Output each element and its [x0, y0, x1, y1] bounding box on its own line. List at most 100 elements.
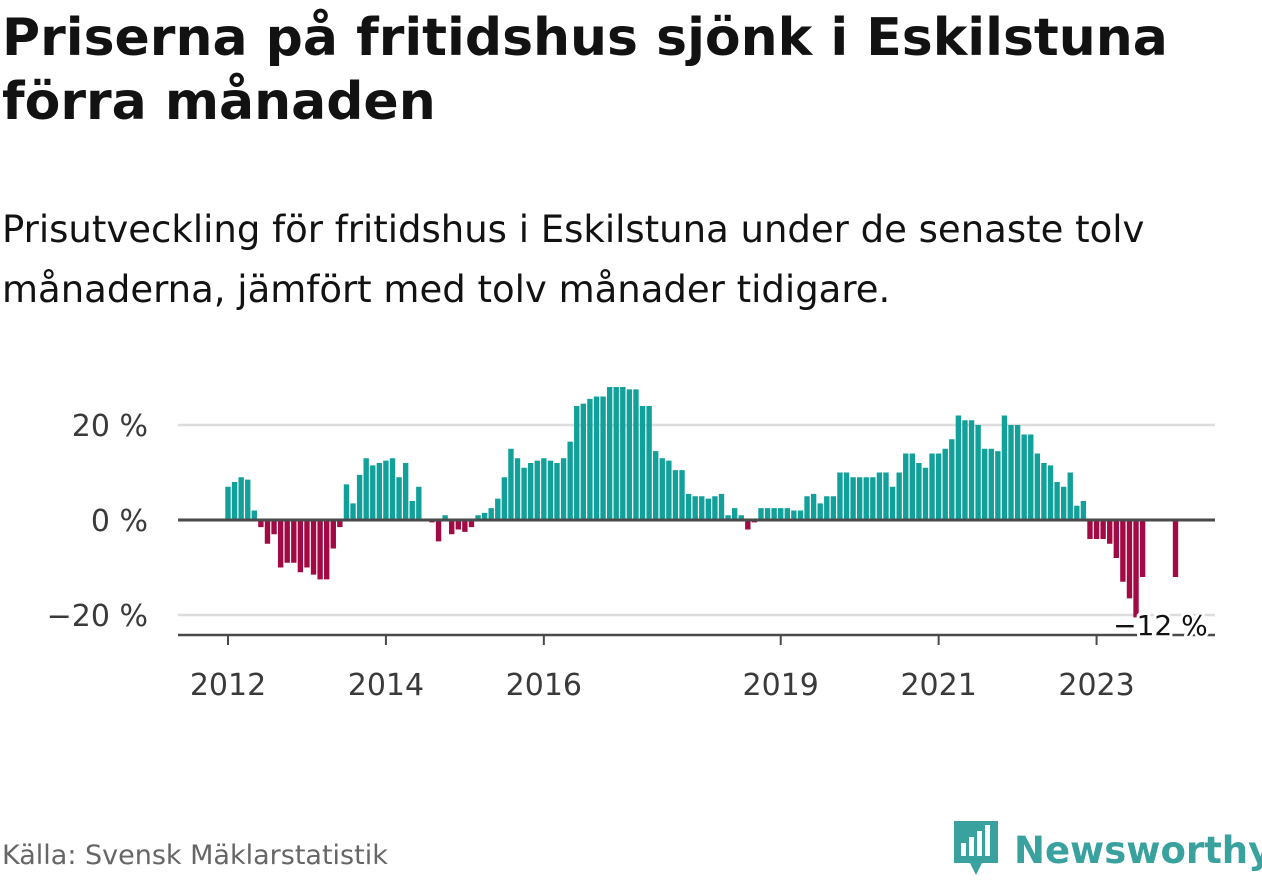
bar: [560, 458, 567, 520]
bar: [468, 520, 475, 528]
bar: [962, 420, 968, 520]
bar: [988, 448, 994, 520]
bar: [778, 508, 784, 521]
bar: [1021, 434, 1027, 520]
bar: [659, 458, 665, 520]
bar: [712, 496, 718, 520]
x-tick-label: 2014: [348, 668, 424, 703]
bar: [810, 493, 817, 521]
bar: [935, 453, 942, 520]
bar: [475, 515, 481, 520]
annotation-halo: −12 %: [1113, 609, 1208, 642]
bar: [593, 396, 600, 520]
bar: [666, 460, 672, 521]
bar: [620, 387, 626, 520]
bar: [330, 520, 336, 549]
bar: [804, 496, 810, 520]
bar: [245, 479, 251, 521]
newsworthy-brand[interactable]: Newsworthy: [952, 820, 1262, 880]
bar: [870, 477, 876, 520]
bar: [501, 477, 508, 520]
bar: [1060, 486, 1067, 520]
bar: [975, 425, 981, 520]
bar: [955, 415, 962, 520]
bar: [567, 441, 573, 521]
chart-subtitle: Prisutveckling för fritidshus i Eskilstu…: [2, 208, 1145, 311]
bar: [541, 458, 547, 520]
bar: [758, 508, 764, 521]
bar: [1087, 520, 1093, 539]
x-tick-label: 2016: [506, 668, 582, 703]
bar: [731, 508, 738, 521]
bar: [633, 389, 639, 521]
bar: [514, 458, 521, 520]
bar: [699, 496, 705, 520]
bar: [909, 453, 916, 520]
bar: [1113, 520, 1119, 558]
bar: [547, 460, 554, 521]
bar: [1047, 465, 1054, 521]
bar: [416, 486, 422, 520]
annotation-label: −12 %: [1113, 609, 1208, 642]
bar: [1139, 520, 1146, 577]
bar: [574, 406, 580, 520]
bar: [521, 467, 527, 520]
bar: [402, 463, 409, 520]
bar: [692, 496, 698, 520]
bar: [896, 472, 902, 520]
bar: [738, 515, 744, 520]
bar-chart: 20 % 0 % −20 % 2012 2014 2016 2019 2021 2023 −12…: [47, 387, 1215, 703]
bar: [883, 472, 889, 520]
bar: [225, 486, 231, 520]
bar: [1172, 520, 1179, 577]
bar: [1133, 520, 1139, 618]
bar: [462, 520, 468, 532]
bar: [587, 398, 593, 521]
bar: [1107, 520, 1113, 544]
bar: [580, 403, 587, 521]
annotation: −12 %−12 %: [1110, 606, 1211, 645]
bar: [830, 496, 837, 520]
bar: [1008, 425, 1014, 520]
bar: [606, 387, 613, 520]
bar: [843, 472, 850, 520]
bar: [455, 520, 461, 530]
bar: [1100, 520, 1106, 539]
newsworthy-brand-name: Newsworthy: [1014, 828, 1262, 872]
bar: [527, 463, 534, 520]
bar: [613, 387, 619, 520]
bar: [903, 453, 909, 520]
bar: [488, 508, 494, 521]
x-tick-label: 2021: [900, 668, 976, 703]
bar: [1126, 520, 1133, 599]
bar: [442, 515, 448, 520]
bar: [508, 448, 514, 520]
bar: [343, 484, 350, 521]
bar: [376, 463, 383, 520]
x-tick-label: 2019: [743, 668, 819, 703]
bar: [856, 477, 863, 520]
bar: [495, 498, 501, 521]
bar: [639, 406, 646, 520]
bar: [837, 472, 843, 520]
bar: [297, 520, 304, 573]
bar: [264, 520, 271, 544]
grid-lines: [178, 423, 1215, 617]
bar: [284, 520, 290, 563]
bar: [646, 406, 652, 520]
tick-labels: 20 % 0 % −20 % 2012 2014 2016 2019 2021 2023: [47, 409, 1135, 703]
bar: [889, 486, 896, 520]
bar: [1074, 505, 1080, 520]
bar: [850, 477, 856, 520]
bar: [922, 467, 929, 520]
bar: [929, 453, 935, 520]
bar: [725, 515, 731, 520]
y-tick-label: 0 %: [91, 504, 148, 539]
axes: [178, 518, 1215, 645]
bar: [449, 520, 455, 535]
bar: [350, 503, 356, 521]
bar: [824, 496, 830, 520]
bar: [916, 463, 922, 520]
bar: [324, 520, 330, 580]
bar: [396, 477, 402, 520]
